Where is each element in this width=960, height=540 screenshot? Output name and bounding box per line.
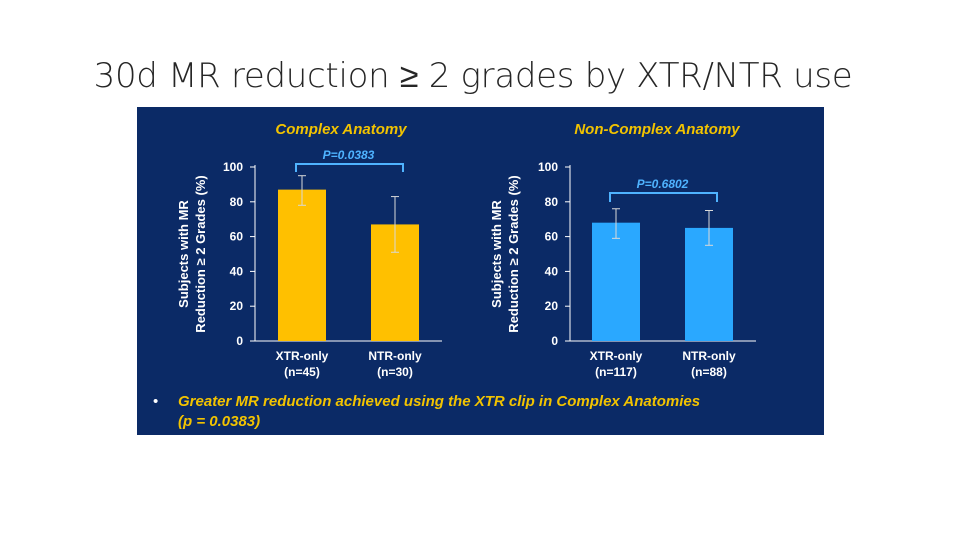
chart1-significance-bracket [295,163,404,172]
chart2-p-value-label: P=0.6802 [637,177,689,191]
chart1-category-label-2: NTR-only [368,349,422,363]
chart2-significance-bracket [609,192,718,202]
chart2-bar-2 [685,227,733,341]
chart1-y-tick-label: 40 [230,264,244,278]
chart2-y-axis-label: Subjects with MR Reduction ≥ 2 Grades (%) [489,175,521,332]
bullet-line-2: (p = 0.0383) [178,413,261,430]
chart1-y-tick-label: 60 [230,230,244,244]
chart2-y-tick-label: 80 [545,195,559,209]
chart1-y-tick-label: 0 [236,334,243,348]
chart2-y-tick-label: 40 [545,264,559,278]
chart1-y-axis-label-line: Reduction ≥ 2 Grades (%) [193,175,208,332]
chart1-category-n-1: (n=45) [284,365,320,379]
slide-title: 30d MR reduction ≥ 2 grades by XTR/NTR u… [93,56,853,96]
chart1-title: Complex Anatomy [275,121,407,138]
chart1-y-axis-label-line: Subjects with MR [176,200,191,308]
chart1-y-tick-label: 20 [230,299,244,313]
chart1-p-value-label: P=0.0383 [323,148,375,162]
bullet-marker: • [153,393,159,410]
chart-panel: Complex Anatomy Subjects with MR Reduction… [137,107,824,435]
chart2-category-n-2: (n=88) [691,365,727,379]
chart2-y-tick-label: 60 [545,230,559,244]
chart1-y-tick-label: 80 [230,195,244,209]
chart1-category-label-1: XTR-only [276,349,329,363]
bullet-text: Greater MR reduction achieved using the … [178,392,813,432]
chart2-title: Non-Complex Anatomy [574,121,740,138]
chart2-category-n-1: (n=117) [595,365,637,379]
chart1-bar-1 [278,189,326,341]
chart2-y-tick-label: 20 [545,299,559,313]
chart2-y-tick-label: 0 [551,334,558,348]
chart1-y-axis-label: Subjects with MR Reduction ≥ 2 Grades (%) [176,175,208,332]
chart1-category-n-2: (n=30) [377,365,413,379]
chart2-y-axis-label-line: Subjects with MR [489,200,504,308]
chart1-y-tick-label: 100 [223,160,243,174]
chart2-category-label-2: NTR-only [682,349,736,363]
chart2-y-axis-label-line: Reduction ≥ 2 Grades (%) [506,175,521,332]
chart2-category-label-1: XTR-only [590,349,643,363]
chart2-bar-1 [592,222,640,341]
chart2-y-tick-label: 100 [538,160,558,174]
bullet-line-1: Greater MR reduction achieved using the … [178,393,701,410]
